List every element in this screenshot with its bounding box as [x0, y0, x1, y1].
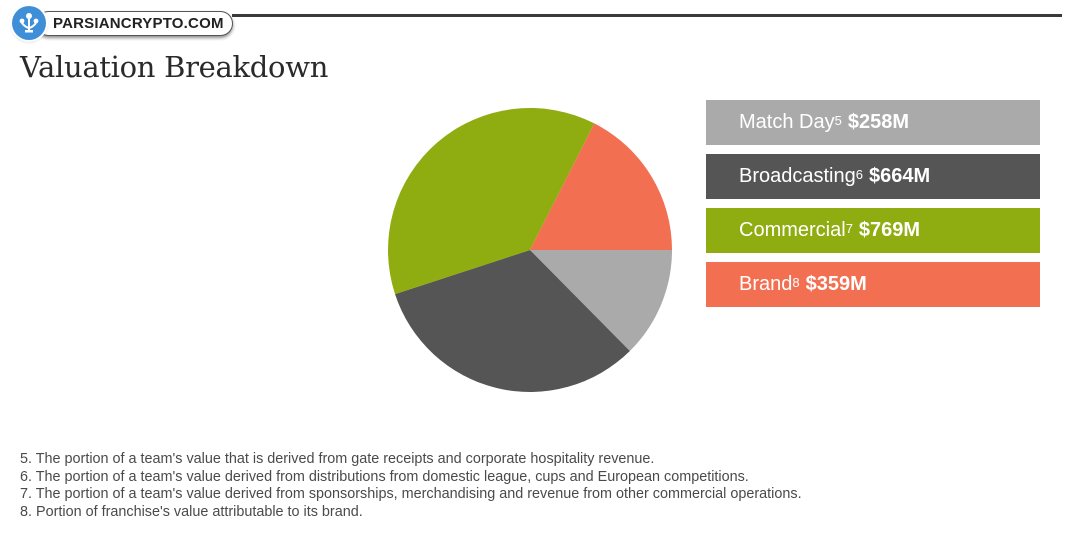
legend-value: $258M	[847, 111, 909, 133]
footnote-line: 7. The portion of a team's value derived…	[20, 486, 802, 502]
footnote-line: 6. The portion of a team's value derived…	[20, 468, 749, 485]
legend-item-brand: Brand 8 $359M	[706, 262, 1040, 307]
logo-text: PARSIANCRYPTO.COM	[36, 10, 233, 36]
pie-slice-match-day	[530, 250, 672, 351]
legend-footnote-ref: 8	[792, 275, 800, 290]
valuation-pie-chart	[388, 108, 672, 393]
pie-slice-brand	[530, 123, 672, 250]
legend-label: Brand	[739, 273, 793, 295]
legend-footnote-ref: 5	[834, 113, 842, 128]
legend-footnote-ref: 7	[845, 221, 853, 236]
footnotes: 5. The portion of a team's value that is…	[20, 451, 802, 521]
legend-value: $359M	[805, 273, 867, 295]
site-logo[interactable]: PARSIANCRYPTO.COM	[12, 6, 233, 40]
legend-item-match-day: Match Day 5 $258M	[706, 100, 1040, 145]
header-rule	[232, 14, 1062, 17]
legend-footnote-ref: 6	[855, 167, 863, 182]
footnote-line: 8. Portion of franchise's value attribut…	[20, 503, 363, 520]
legend-label: Commercial	[739, 219, 846, 241]
page-title: Valuation Breakdown	[20, 50, 329, 84]
legend-item-commercial: Commercial 7 $769M	[706, 208, 1040, 253]
legend-label: Match Day	[739, 111, 835, 133]
legend-value: $769M	[858, 219, 921, 241]
legend-value: $664M	[868, 165, 931, 187]
pie-slice-broadcasting	[395, 250, 630, 393]
legend-label: Broadcasting	[739, 165, 856, 187]
chart-legend: Match Day 5 $258M Broadcasting 6 $664M Commerc…	[706, 100, 1040, 316]
legend-item-broadcasting: Broadcasting 6 $664M	[706, 154, 1040, 199]
pie-slice-commercial	[388, 108, 595, 295]
logo-icon	[12, 6, 46, 40]
footnote-line: 5. The portion of a team's value that is…	[20, 451, 655, 467]
